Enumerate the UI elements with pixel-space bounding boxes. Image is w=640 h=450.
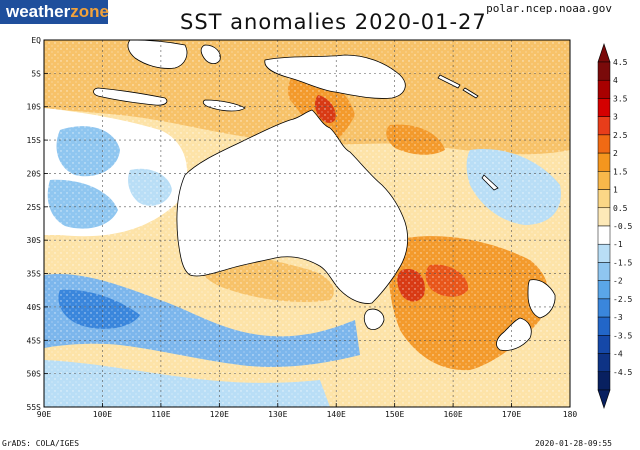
lat-label: 5S: [31, 69, 41, 78]
weatherzone-logo: weatherzone®: [0, 0, 114, 24]
colorbar-segment: [597, 61, 611, 81]
lat-label: EQ: [31, 36, 41, 45]
colorbar-label: 0.5: [613, 204, 628, 213]
lon-label: 110E: [151, 410, 170, 419]
colorbar-label: 4: [613, 76, 618, 85]
colorbar-segment: [597, 152, 611, 172]
colorbar-label: -2: [613, 277, 623, 286]
lon-label: 170E: [502, 410, 521, 419]
lon-label: 130E: [268, 410, 287, 419]
longitude-labels: 90E 100E 110E 120E 130E 140E 150E 160E 170E 180: [37, 410, 578, 419]
colorbar-label: 2.5: [613, 131, 628, 140]
colorbar-segment: [597, 189, 611, 209]
footer-credit: GrADS: COLA/IGES: [2, 439, 80, 448]
footer-timestamp: 2020-01-28-09:55: [534, 439, 612, 448]
colorbar-arrow-top: [597, 43, 611, 63]
colorbar-segment: [597, 79, 611, 99]
map-title: SST anomalies 2020-01-27: [180, 10, 487, 34]
colorbar-label: -3.5: [613, 331, 632, 340]
lon-label: 90E: [37, 410, 52, 419]
land-new-zealand-north: [527, 279, 556, 319]
colorbar-segment: [597, 134, 611, 154]
colorbar-labels: 4.5 4 3.5 3 2.5 2 1.5 1 0.5 -0.5 -1 -1.5 -2 -2.5 -3 -3.…: [613, 58, 632, 377]
lon-label: 140E: [327, 410, 346, 419]
lon-label: 100E: [93, 410, 112, 419]
lat-label: 30S: [27, 236, 42, 245]
lat-label: 20S: [27, 169, 42, 178]
colorbar-label: -4: [613, 350, 623, 359]
colorbar-label: -0.5: [613, 222, 632, 231]
colorbar-label: 4.5: [613, 58, 628, 67]
graticule: [44, 40, 570, 407]
lat-label: 25S: [27, 203, 42, 212]
colorbar-segment: [597, 262, 611, 281]
colorbar-segment: [597, 171, 611, 190]
colorbar-segment: [597, 207, 611, 227]
colorbar-label: 3: [613, 113, 618, 122]
colorbar-label: -4.5: [613, 368, 632, 377]
colorbar-label: 1: [613, 186, 618, 195]
colorbar-segment: [597, 116, 611, 136]
colorbar-segment: [597, 316, 611, 336]
colorbar-label: -1: [613, 240, 623, 249]
colorbar-label: 3.5: [613, 94, 628, 103]
source-url: polar.ncep.noaa.gov: [486, 2, 612, 15]
lat-label: 40S: [27, 303, 42, 312]
logo-accent: zone: [70, 2, 109, 21]
colorbar-label: -1.5: [613, 258, 632, 267]
land-timor: [202, 99, 246, 112]
colorbar-segment: [597, 225, 611, 245]
lat-label: 50S: [27, 370, 42, 379]
colorbar-label: -2.5: [613, 295, 632, 304]
latitude-labels: EQ 5S 10S 15S 20S 25S 30S 35S 40S 45S 50S 55S: [27, 36, 42, 412]
land-java: [93, 87, 168, 106]
logo-main: weather: [6, 2, 71, 21]
land-australia: [176, 109, 409, 304]
colorbar: [597, 43, 611, 409]
logo-registered: ®: [108, 5, 115, 13]
lat-label: 35S: [27, 270, 42, 279]
lat-label: 15S: [27, 136, 42, 145]
land-borneo: [127, 39, 188, 69]
lon-label: 180: [563, 410, 578, 419]
colorbar-label: 1.5: [613, 167, 628, 176]
land-new-guinea: [264, 54, 406, 99]
logo-text: weatherzone®: [6, 2, 114, 22]
map-border: [43, 39, 571, 408]
lat-label: 10S: [27, 103, 42, 112]
colorbar-segment: [597, 280, 611, 300]
colorbar-segment: [597, 335, 611, 354]
lon-label: 120E: [210, 410, 229, 419]
colorbar-label: 2: [613, 149, 618, 158]
land-new-caledonia: [481, 174, 499, 191]
colorbar-arrow-bottom: [597, 389, 611, 409]
colorbar-segment: [597, 243, 611, 263]
lon-label: 160E: [443, 410, 462, 419]
colorbar-segment: [597, 298, 611, 318]
land-tasmania: [363, 308, 385, 330]
colorbar-segment: [597, 98, 611, 117]
lat-label: 45S: [27, 336, 42, 345]
colorbar-label: -3: [613, 313, 623, 322]
colorbar-segment: [597, 371, 611, 391]
land-sulawesi: [200, 44, 221, 64]
land-new-zealand-south: [496, 317, 532, 351]
colorbar-segment: [597, 353, 611, 373]
lon-label: 150E: [385, 410, 404, 419]
lat-label: 55S: [27, 403, 42, 412]
